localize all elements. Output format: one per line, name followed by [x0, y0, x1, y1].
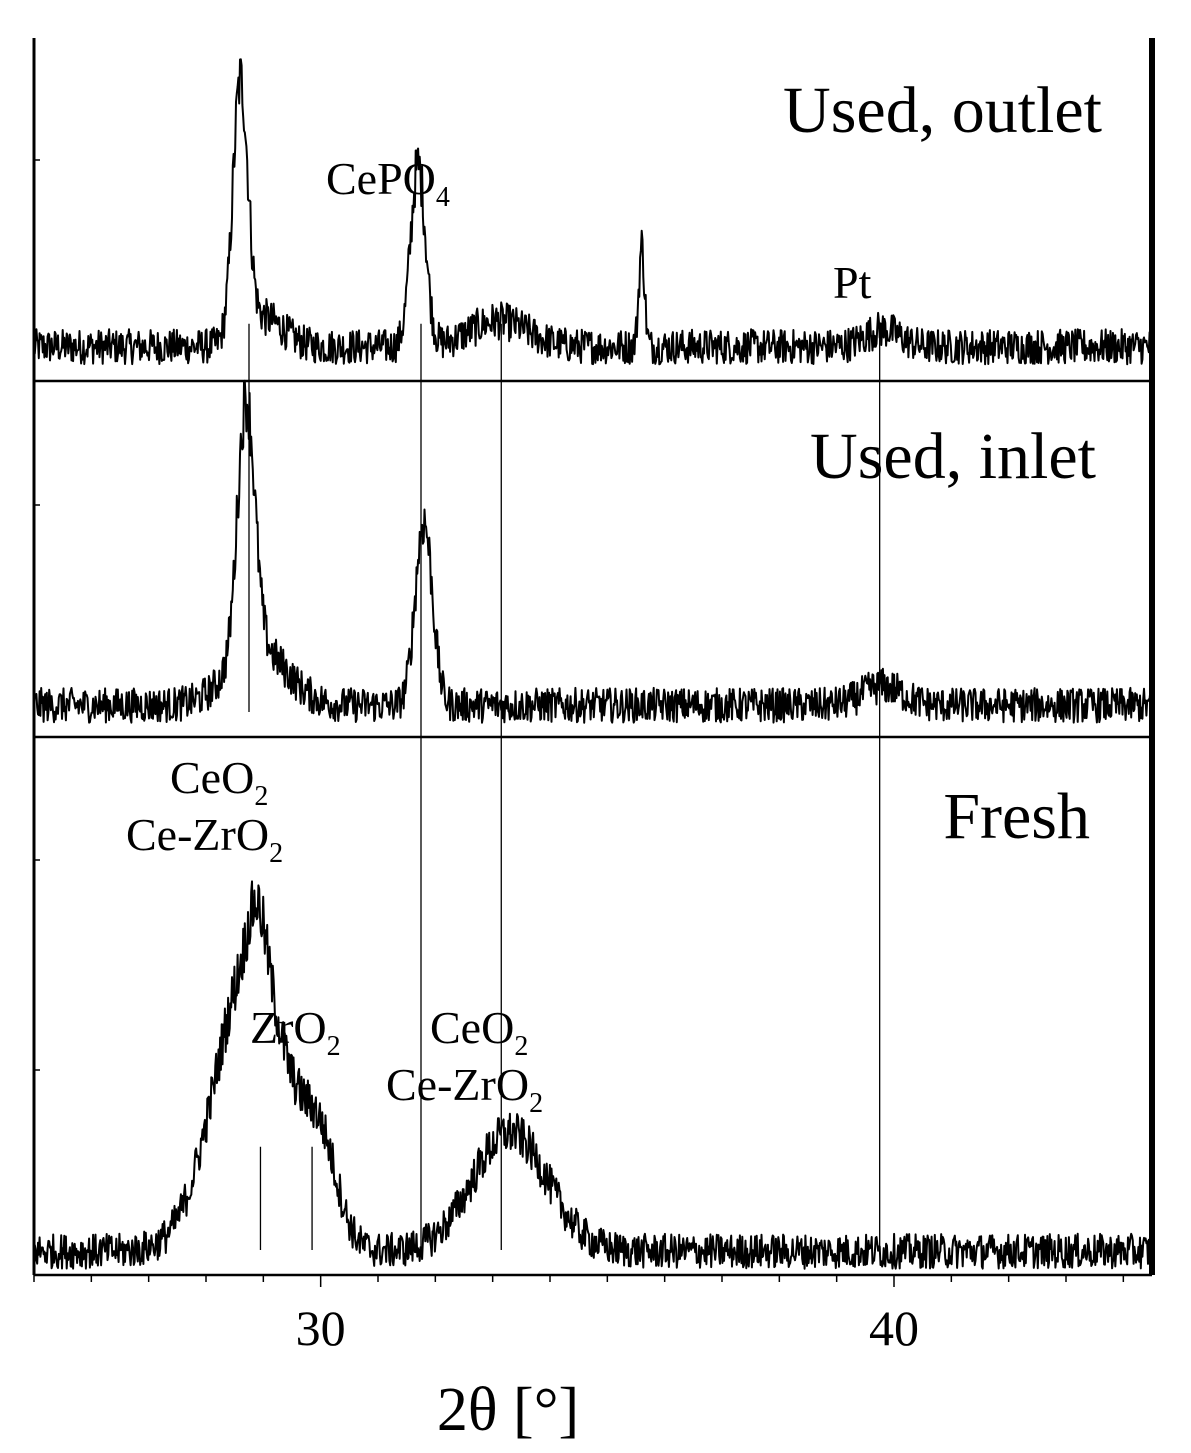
- annotation-cezro2-upper: Ce-ZrO2: [126, 809, 283, 869]
- annotation-pt: Pt: [833, 257, 872, 308]
- series-line-used-inlet: [33, 379, 1153, 724]
- annotation-cepo4: CePO4: [326, 153, 450, 213]
- reference-lines: [248, 323, 881, 1250]
- annotation-cezro2-lower-main: Ce-ZrO: [386, 1059, 529, 1110]
- annotation-cepo4-sub: 4: [436, 182, 450, 213]
- annotation-zro2: ZrO2: [250, 1002, 341, 1062]
- left-axis-ticks: [34, 159, 40, 1071]
- panel-label-fresh: Fresh: [943, 780, 1090, 853]
- x-axis-ticks: 30 40: [33, 1275, 1125, 1356]
- annotation-cepo4-main: CePO: [326, 153, 436, 204]
- annotation-cezro2-lower: Ce-ZrO2: [386, 1059, 543, 1119]
- annotation-ceo2-upper-main: CeO: [170, 752, 254, 803]
- x-tick-label: 30: [296, 1300, 346, 1356]
- series-line-fresh: [33, 880, 1153, 1270]
- annotation-cezro2-upper-main: Ce-ZrO: [126, 809, 269, 860]
- annotation-zro2-sub: 2: [327, 1031, 341, 1062]
- annotation-ceo2-lower: CeO2: [430, 1002, 528, 1062]
- series-line-used-outlet: [33, 58, 1153, 366]
- panel-label-used-inlet: Used, inlet: [810, 420, 1096, 493]
- annotation-ceo2-lower-sub: 2: [514, 1031, 528, 1062]
- annotation-ceo2-upper: CeO2: [170, 752, 268, 812]
- annotation-ceo2-upper-sub: 2: [254, 781, 268, 812]
- annotation-ceo2-lower-main: CeO: [430, 1002, 514, 1053]
- x-axis-title: 2θ [°]: [437, 1376, 579, 1444]
- annotation-cezro2-upper-sub: 2: [269, 838, 283, 869]
- x-tick-label: 40: [869, 1300, 919, 1356]
- annotation-cezro2-lower-sub: 2: [529, 1088, 543, 1119]
- panel-label-used-outlet: Used, outlet: [783, 74, 1102, 147]
- annotation-zro2-main: ZrO: [250, 1002, 327, 1053]
